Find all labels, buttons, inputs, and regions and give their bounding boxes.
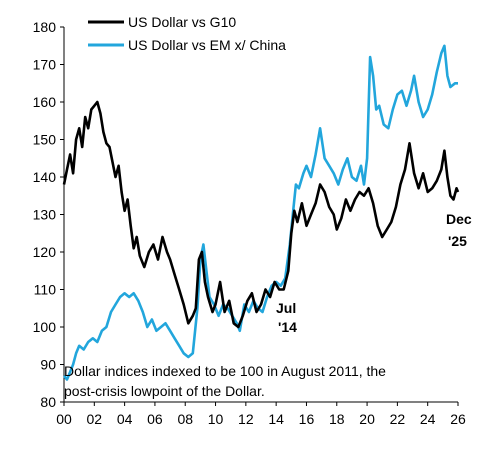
- y-tick-label: 130: [33, 207, 57, 223]
- x-tick-label: 24: [420, 411, 436, 427]
- x-tick-label: 18: [329, 411, 345, 427]
- x-tick-label: 02: [87, 411, 103, 427]
- x-tick-label: 14: [268, 411, 284, 427]
- series-layer: [62, 44, 460, 381]
- x-tick-label: 12: [238, 411, 254, 427]
- annotations: Jul '14 Dec '25 Dollar indices indexed t…: [64, 211, 472, 399]
- annotation-jul14-month: Jul: [276, 300, 296, 316]
- annotation-dec25-month: Dec: [446, 211, 472, 227]
- y-tick-label: 90: [40, 357, 56, 373]
- y-tick-label: 100: [33, 319, 57, 335]
- x-tick-label: 00: [56, 411, 72, 427]
- x-tick-label: 06: [147, 411, 163, 427]
- x-tick-label: 10: [208, 411, 224, 427]
- chart-note-line-1: Dollar indices indexed to be 100 in Augu…: [64, 363, 386, 379]
- annotation-jul14-year: '14: [278, 319, 297, 335]
- y-tick-label: 80: [40, 394, 56, 410]
- y-tick-label: 140: [33, 169, 57, 185]
- annotation-dec25-year: '25: [448, 233, 467, 249]
- series-line-g10: [62, 100, 460, 329]
- axes: [63, 27, 458, 403]
- x-tick-label: 04: [117, 411, 133, 427]
- y-tick-label: 120: [33, 244, 57, 260]
- y-tick-label: 170: [33, 57, 57, 73]
- x-axis-ticks: 00 02 04 06 08 10 12 14 16 18 20 22 24 26: [56, 402, 466, 427]
- series-line-em: [62, 44, 458, 381]
- y-tick-label: 110: [34, 282, 57, 298]
- x-tick-label: 08: [177, 411, 193, 427]
- legend-label-em: US Dollar vs EM x/ China: [128, 37, 286, 53]
- y-tick-label: 150: [33, 132, 57, 148]
- x-tick-label: 20: [359, 411, 375, 427]
- chart-note-line-2: post-crisis lowpoint of the Dollar.: [64, 383, 265, 399]
- legend-label-g10: US Dollar vs G10: [128, 14, 236, 30]
- y-axis-ticks: 80 90 100 110 120 130 140 150 160 170 180: [33, 19, 64, 410]
- x-tick-label: 16: [299, 411, 315, 427]
- y-tick-label: 160: [33, 94, 57, 110]
- legend: US Dollar vs G10 US Dollar vs EM x/ Chin…: [88, 14, 286, 53]
- x-tick-label: 26: [450, 411, 466, 427]
- x-tick-label: 22: [390, 411, 406, 427]
- y-tick-label: 180: [33, 19, 57, 35]
